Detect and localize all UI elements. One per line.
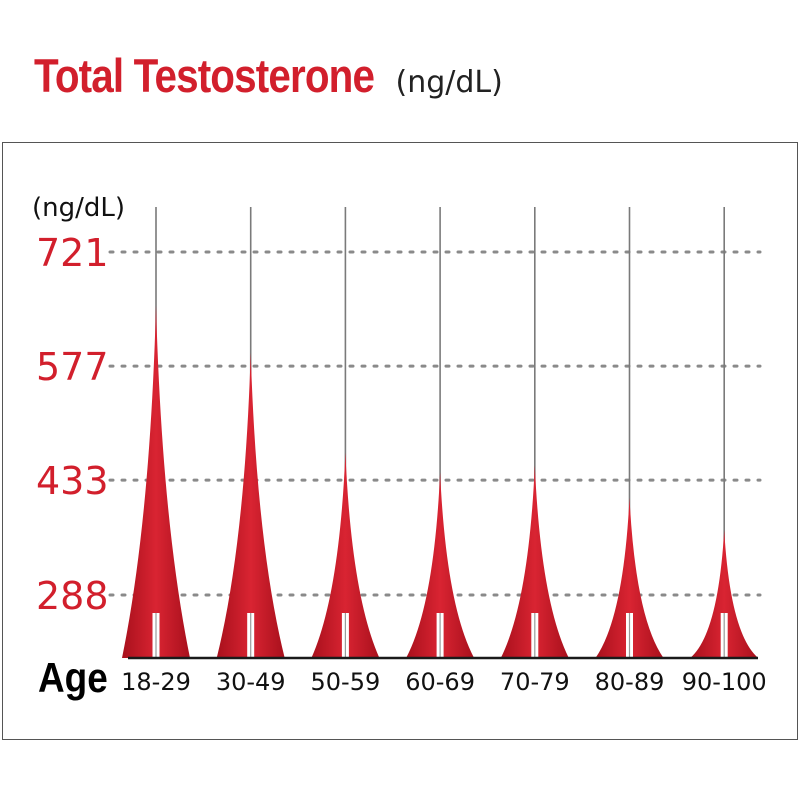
x-tick-label-18-29: 18-29 — [121, 668, 191, 696]
spike-bar — [690, 530, 759, 658]
spike-30-49 — [216, 207, 285, 658]
spike-70-79 — [500, 207, 569, 658]
y-tick-label: 288 — [36, 574, 109, 618]
spike-bar — [406, 472, 475, 658]
spike-bar — [311, 452, 380, 658]
x-tick-label-30-49: 30-49 — [216, 668, 286, 696]
x-tick-label-60-69: 60-69 — [405, 668, 475, 696]
y-axis-unit-label: (ng/dL) — [32, 193, 125, 223]
spike-bar — [216, 352, 285, 658]
chart-frame — [2, 142, 798, 740]
spike-80-89 — [595, 207, 664, 658]
chart-title-main: Total Testosterone — [34, 49, 375, 102]
spike-bar — [595, 497, 664, 658]
spike-60-69 — [406, 207, 475, 658]
x-tick-label-90-100: 90-100 — [682, 668, 767, 696]
y-tick-label: 433 — [36, 459, 109, 503]
x-tick-label-70-79: 70-79 — [500, 668, 570, 696]
spike-bar — [500, 465, 569, 658]
spike-50-59 — [311, 207, 380, 658]
y-tick-label: 577 — [36, 345, 109, 389]
chart-title: Total Testosterone (ng/dL) — [34, 48, 503, 118]
x-tick-label-50-59: 50-59 — [311, 668, 381, 696]
spike-18-29 — [122, 207, 190, 658]
y-tick-label: 721 — [36, 231, 109, 275]
x-axis-label: Age — [38, 655, 108, 702]
spike-90-100 — [690, 207, 759, 658]
x-tick-label-80-89: 80-89 — [595, 668, 665, 696]
chart-title-unit: (ng/dL) — [395, 65, 503, 100]
spike-bar — [122, 305, 190, 658]
